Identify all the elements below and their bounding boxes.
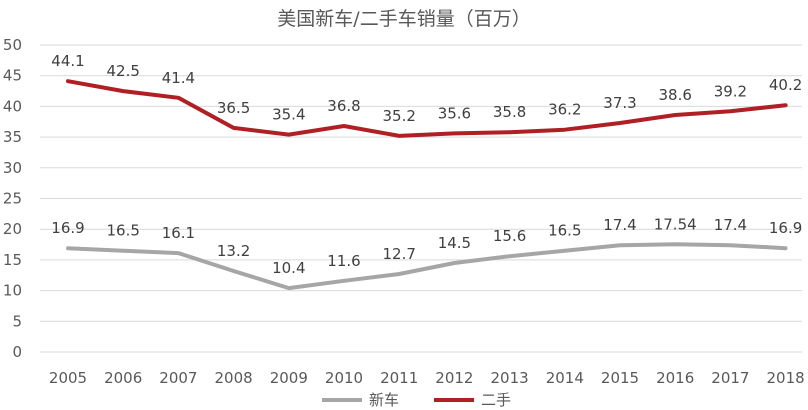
series-line-new-car <box>66 242 788 291</box>
data-label: 37.3 <box>603 94 636 112</box>
data-label: 35.8 <box>493 103 526 121</box>
data-label: 11.6 <box>327 252 360 270</box>
data-label: 16.5 <box>548 222 581 240</box>
data-label: 16.9 <box>51 219 84 237</box>
x-tick-label: 2015 <box>601 369 639 387</box>
y-tick-label: 45 <box>3 67 22 85</box>
x-tick-label: 2006 <box>104 369 142 387</box>
y-tick-label: 30 <box>3 159 22 177</box>
x-tick-label: 2017 <box>711 369 749 387</box>
legend-label: 二手 <box>481 391 511 409</box>
x-tick-label: 2014 <box>546 369 584 387</box>
data-label: 17.54 <box>654 215 697 233</box>
data-label: 17.4 <box>603 216 636 234</box>
data-label: 44.1 <box>51 52 84 70</box>
data-label: 35.2 <box>382 107 415 125</box>
x-tick-label: 2007 <box>159 369 197 387</box>
x-tick-label: 2016 <box>656 369 694 387</box>
x-tick-label: 2018 <box>767 369 805 387</box>
y-tick-label: 5 <box>12 312 22 330</box>
data-label: 16.1 <box>162 224 195 242</box>
y-tick-label: 50 <box>3 36 22 54</box>
x-tick-label: 2012 <box>435 369 473 387</box>
data-label: 10.4 <box>272 259 305 277</box>
data-label: 12.7 <box>382 245 415 263</box>
x-tick-label: 2013 <box>491 369 529 387</box>
series-line-used-car <box>66 79 788 138</box>
data-label: 13.2 <box>217 242 250 260</box>
chart-title: 美国新车/二手车销量（百万） <box>277 8 531 30</box>
gridlines <box>40 44 802 353</box>
data-label: 36.5 <box>217 99 250 117</box>
y-tick-label: 35 <box>3 128 22 146</box>
data-label: 39.2 <box>714 82 747 100</box>
x-tick-label: 2010 <box>325 369 363 387</box>
x-tick-label: 2009 <box>270 369 308 387</box>
x-tick-label: 2011 <box>380 369 418 387</box>
data-label: 35.4 <box>272 106 305 124</box>
data-label: 40.2 <box>769 76 802 94</box>
y-tick-label: 40 <box>3 97 22 115</box>
y-tick-label: 20 <box>3 220 22 238</box>
data-label: 42.5 <box>106 62 139 80</box>
data-label: 14.5 <box>438 234 471 252</box>
y-tick-label: 25 <box>3 190 22 208</box>
y-tick-label: 0 <box>12 343 22 361</box>
data-label: 36.8 <box>327 97 360 115</box>
y-tick-label: 15 <box>3 251 22 269</box>
data-label: 15.6 <box>493 227 526 245</box>
data-label: 17.4 <box>714 216 747 234</box>
y-tick-label: 10 <box>3 282 22 300</box>
legend: 新车 二手 <box>322 391 511 409</box>
legend-label: 新车 <box>369 391 399 409</box>
x-tick-label: 2005 <box>49 369 87 387</box>
data-label: 36.2 <box>548 101 581 119</box>
y-axis: 0 5 10 15 20 25 30 35 40 45 50 <box>3 36 22 361</box>
series-lines <box>66 79 788 291</box>
x-tick-label: 2008 <box>215 369 253 387</box>
data-label: 16.5 <box>106 222 139 240</box>
data-labels: 16.9 16.5 16.1 13.2 10.4 11.6 12.7 14.5 15.6 16.5… <box>51 52 802 277</box>
data-label: 16.9 <box>769 219 802 237</box>
data-label: 38.6 <box>658 86 691 104</box>
x-axis: 2005 2006 2007 2008 2009 2010 2011 2012 2013 2014… <box>49 369 805 387</box>
data-label: 35.6 <box>438 104 471 122</box>
data-label: 41.4 <box>162 69 195 87</box>
